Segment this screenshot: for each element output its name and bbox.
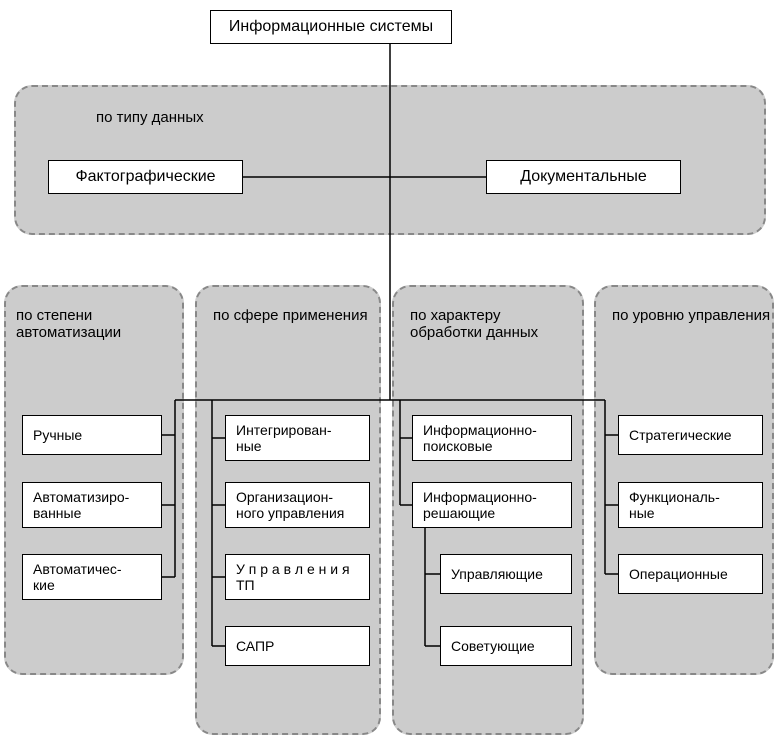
node-label: Интегрирован- ные <box>236 422 332 454</box>
node-g0-1: Автоматизиро- ванные <box>22 482 162 528</box>
node-g2-1: Информационно- решающие <box>412 482 572 528</box>
node-label: Организацион- ного управления <box>236 489 344 521</box>
node-label: САПР <box>236 638 274 654</box>
node-documentary: Документальные <box>486 160 681 194</box>
node-g2-3: Советующие <box>440 626 572 666</box>
group-3-label: по уровню управления <box>612 307 772 324</box>
diagram-canvas: Информационные системы по типу данных Фа… <box>0 0 780 749</box>
node-g0-2: Автоматичес- кие <box>22 554 162 600</box>
node-g3-2: Операционные <box>618 554 763 594</box>
node-label: Ручные <box>33 427 82 443</box>
group-0-label: по степени автоматизации <box>16 307 176 341</box>
root-node: Информационные системы <box>210 10 452 44</box>
node-label: Информационно- решающие <box>423 489 537 521</box>
node-g3-0: Стратегические <box>618 415 763 455</box>
node-label: Советующие <box>451 638 535 654</box>
root-label: Информационные системы <box>229 18 433 36</box>
node-g1-2: У п р а в л е н и я ТП <box>225 554 370 600</box>
group-top-label: по типу данных <box>96 109 204 126</box>
node-label: Управляющие <box>451 566 543 582</box>
node-g2-0: Информационно- поисковые <box>412 415 572 461</box>
node-label: У п р а в л е н и я ТП <box>236 561 365 593</box>
node-label: Фактографические <box>75 168 215 186</box>
group-0: по степени автоматизации <box>4 285 184 675</box>
node-g1-0: Интегрирован- ные <box>225 415 370 461</box>
node-label: Автоматичес- кие <box>33 561 122 593</box>
node-g1-1: Организацион- ного управления <box>225 482 370 528</box>
node-label: Операционные <box>629 566 728 582</box>
group-2-label: по характеру обработки данных <box>410 307 570 341</box>
node-g1-3: САПР <box>225 626 370 666</box>
node-label: Функциональ- ные <box>629 489 720 521</box>
node-label: Документальные <box>520 168 647 186</box>
node-label: Автоматизиро- ванные <box>33 489 129 521</box>
node-g0-0: Ручные <box>22 415 162 455</box>
group-3: по уровню управления <box>594 285 774 675</box>
group-1-label: по сфере применения <box>213 307 373 324</box>
node-label: Стратегические <box>629 427 732 443</box>
node-factographic: Фактографические <box>48 160 243 194</box>
node-label: Информационно- поисковые <box>423 422 537 454</box>
node-g3-1: Функциональ- ные <box>618 482 763 528</box>
node-g2-2: Управляющие <box>440 554 572 594</box>
